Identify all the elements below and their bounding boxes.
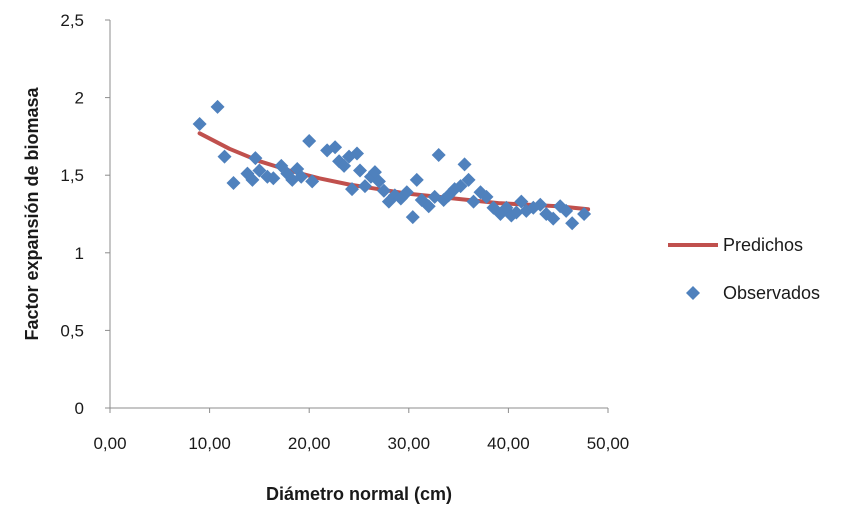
observados-point [499, 200, 514, 215]
x-axis-title: Diámetro normal (cm) [266, 484, 452, 504]
x-tick-label: 40,00 [487, 434, 530, 453]
observados-point [305, 174, 320, 189]
observados-point [421, 199, 436, 214]
observados-point [328, 140, 343, 155]
legend-predichos-label: Predichos [723, 235, 803, 255]
observados-point [559, 203, 574, 218]
observados-point [345, 182, 360, 197]
observados-point [533, 197, 548, 212]
observados-point [461, 172, 476, 187]
observados-point [371, 174, 386, 189]
observados-point [431, 148, 446, 163]
x-tick-label: 20,00 [288, 434, 331, 453]
observados-point [466, 194, 481, 209]
observados-point [453, 179, 468, 194]
observados-point [376, 183, 391, 198]
observados-point [357, 179, 372, 194]
observados-point [217, 149, 232, 164]
observados-point [577, 207, 592, 221]
y-axis-title: Factor expansión de biomasa [22, 86, 42, 340]
observados-point [457, 157, 472, 172]
observados-point [352, 163, 367, 178]
observados-point [302, 134, 317, 149]
legend: Predichos Observados [668, 235, 820, 303]
x-tick-label: 10,00 [188, 434, 231, 453]
y-tick-label: 2 [75, 89, 84, 108]
y-tick-label: 2,5 [60, 11, 84, 30]
observados-point [252, 163, 267, 178]
x-axis-ticks: 0,00 10,00 20,00 30,00 40,00 50,00 [93, 408, 629, 453]
x-tick-label: 0,00 [93, 434, 126, 453]
plot-area: 0 0,5 1 1,5 2 2,5 0,00 10,00 20,00 30,00 40,00 50,… [60, 11, 629, 453]
observados-point [409, 172, 424, 187]
x-tick-label: 50,00 [587, 434, 630, 453]
observados-point [479, 189, 494, 204]
observados-point [350, 146, 365, 161]
observados-point [399, 185, 414, 200]
y-tick-label: 1,5 [60, 166, 84, 185]
y-axis-ticks: 0 0,5 1 1,5 2 2,5 [60, 11, 110, 418]
observados-point [337, 158, 352, 173]
observados-point [210, 99, 225, 114]
observados-point [226, 175, 241, 190]
observados-point [546, 211, 561, 226]
observados-point [509, 205, 524, 220]
y-tick-label: 0,5 [60, 321, 84, 340]
observados-point [514, 194, 529, 209]
observados-point [565, 216, 580, 231]
observados-point [294, 169, 309, 184]
observados-series [192, 99, 592, 231]
observados-point [192, 116, 207, 131]
legend-observados-swatch [686, 286, 700, 300]
observados-point [266, 171, 281, 186]
y-tick-label: 1 [75, 244, 84, 263]
observados-point [405, 210, 420, 225]
y-tick-label: 0 [75, 399, 84, 418]
legend-observados-label: Observados [723, 283, 820, 303]
observados-point [248, 151, 263, 166]
x-tick-label: 30,00 [388, 434, 431, 453]
observados-point [245, 172, 260, 187]
